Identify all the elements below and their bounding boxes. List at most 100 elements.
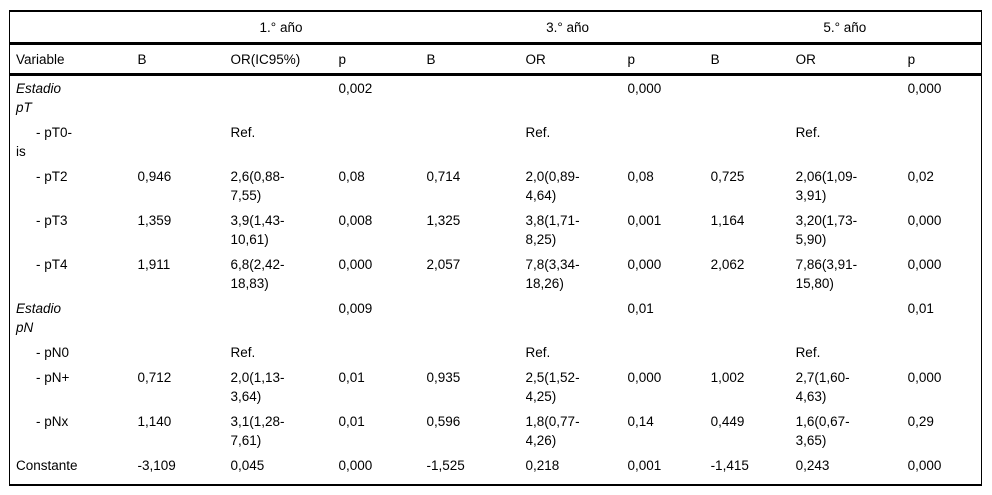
cell-value: 0,02 <box>907 169 934 184</box>
cell-value: 0,000 <box>627 370 662 385</box>
table-row: - pT4 1,911 6,8(2,42- 18,83) 0,000 2,057 7,8(… <box>10 252 982 296</box>
cell-value <box>138 296 231 340</box>
row-label: - pT0- is <box>16 125 73 159</box>
year-header-spacer <box>9 11 138 45</box>
column-header-p-5: p <box>907 43 982 76</box>
cell-value: 0,243 <box>795 458 830 473</box>
cell-value: 1,140 <box>137 414 172 429</box>
cell-value: 1,359 <box>137 213 172 228</box>
cell-value: 0,08 <box>627 169 654 184</box>
cell-value: 7,86(3,91- 15,80) <box>795 257 858 291</box>
table-row: - pT2 0,946 2,6(0,88- 7,55) 0,08 0,714 2,0(0,… <box>10 164 982 208</box>
cell-value: 0,01 <box>627 301 654 316</box>
cell-value <box>427 340 526 365</box>
cell-value <box>908 120 982 164</box>
cell-value <box>339 340 427 365</box>
column-header-row: Variable B OR(IC95%) p B OR p B OR p <box>9 43 982 76</box>
cell-value: 7,8(3,34- 18,26) <box>525 257 580 291</box>
row-label: - pNx <box>36 414 69 429</box>
year-header-1: 1.° año <box>137 11 427 45</box>
column-header-b-1: B <box>137 43 231 76</box>
cell-value: 2,0(1,13- 3,64) <box>230 370 285 404</box>
cell-value: -1,525 <box>426 458 465 473</box>
year-header-5: 5.° año <box>710 11 982 45</box>
cell-value: 0,000 <box>907 81 942 96</box>
cell-value: 3,1(1,28- 7,61) <box>230 414 285 448</box>
cell-value: 0,01 <box>338 370 365 385</box>
row-label: Constante <box>16 458 78 473</box>
column-header-or-1: OR(IC95%) <box>230 43 339 76</box>
row-label: - pT2 <box>36 169 68 184</box>
table-row: - pN0 Ref. Ref. Ref. <box>10 340 982 365</box>
column-header-p-3: p <box>627 43 711 76</box>
row-label: - pT4 <box>36 257 68 272</box>
row-label: - pN+ <box>36 370 70 385</box>
row-label: Estadio pN <box>16 301 62 335</box>
row-label: - pT3 <box>36 213 68 228</box>
table-row: Constante -3,109 0,045 0,000 -1,525 0,218 0,00… <box>10 453 982 485</box>
table-row: - pN+ 0,712 2,0(1,13- 3,64) 0,01 0,935 2,5(1,… <box>10 365 982 409</box>
cell-value: 1,002 <box>710 370 745 385</box>
table-row: Estadio pN 0,009 0,01 0,01 <box>10 296 982 340</box>
cell-value <box>796 296 908 340</box>
cell-value: 0,725 <box>710 169 745 184</box>
cell-value: 1,6(0,67- 3,65) <box>795 414 850 448</box>
year-header-3: 3.° año <box>426 11 711 45</box>
cell-value: 0,01 <box>338 414 365 429</box>
cell-value <box>427 296 526 340</box>
cell-value: 0,008 <box>338 213 373 228</box>
cell-value: Ref. <box>230 345 256 360</box>
cell-value: 0,596 <box>426 414 461 429</box>
cell-value <box>628 340 711 365</box>
cell-value: 0,045 <box>230 458 265 473</box>
cell-value <box>427 75 526 121</box>
cell-value: 1,164 <box>710 213 745 228</box>
cell-value: 3,20(1,73- 5,90) <box>795 213 858 247</box>
table-row: - pNx 1,140 3,1(1,28- 7,61) 0,01 0,596 1,8(0,… <box>10 409 982 453</box>
cell-value: 0,000 <box>907 458 942 473</box>
cell-value <box>796 75 908 121</box>
cell-value: 0,01 <box>907 301 934 316</box>
column-header-b-5: B <box>710 43 796 76</box>
cell-value <box>138 120 231 164</box>
cell-value: Ref. <box>525 345 551 360</box>
cell-value: 3,9(1,43- 10,61) <box>230 213 285 247</box>
cell-value: 0,009 <box>338 301 373 316</box>
column-header-variable: Variable <box>9 43 138 76</box>
cell-value <box>138 75 231 121</box>
cell-value <box>231 296 339 340</box>
cell-value: 0,000 <box>338 257 373 272</box>
column-header-or-5: OR <box>795 43 908 76</box>
cell-value <box>711 340 796 365</box>
cell-value <box>526 296 628 340</box>
cell-value: -1,415 <box>710 458 749 473</box>
cell-value: 0,000 <box>338 458 373 473</box>
cell-value <box>711 75 796 121</box>
table-body: Estadio pT 0,002 0,000 0,000 - pT0- is Ref. Re… <box>10 75 982 486</box>
cell-value: 2,057 <box>426 257 461 272</box>
cell-value <box>711 120 796 164</box>
cell-value <box>138 340 231 365</box>
cell-value: 0,000 <box>907 257 942 272</box>
row-label: Estadio pT <box>16 81 62 115</box>
cell-value: 0,712 <box>137 370 172 385</box>
cell-value: 2,5(1,52- 4,25) <box>525 370 580 404</box>
cell-value: Ref. <box>795 125 821 140</box>
table-row: - pT0- is Ref. Ref. Ref. <box>10 120 982 164</box>
column-header-p-1: p <box>338 43 427 76</box>
cell-value: Ref. <box>230 125 256 140</box>
column-header-or-3: OR <box>525 43 628 76</box>
cell-value: 0,935 <box>426 370 461 385</box>
cell-value: 1,325 <box>426 213 461 228</box>
cell-value: 0,14 <box>627 414 654 429</box>
cell-value: 0,08 <box>338 169 365 184</box>
cell-value <box>427 120 526 164</box>
cell-value: 2,06(1,09- 3,91) <box>795 169 858 203</box>
cell-value: 2,6(0,88- 7,55) <box>230 169 285 203</box>
cell-value: Ref. <box>795 345 821 360</box>
cell-value: 1,911 <box>137 257 171 272</box>
cell-value <box>628 120 711 164</box>
cell-value: 0,000 <box>907 370 942 385</box>
cell-value <box>908 340 982 365</box>
